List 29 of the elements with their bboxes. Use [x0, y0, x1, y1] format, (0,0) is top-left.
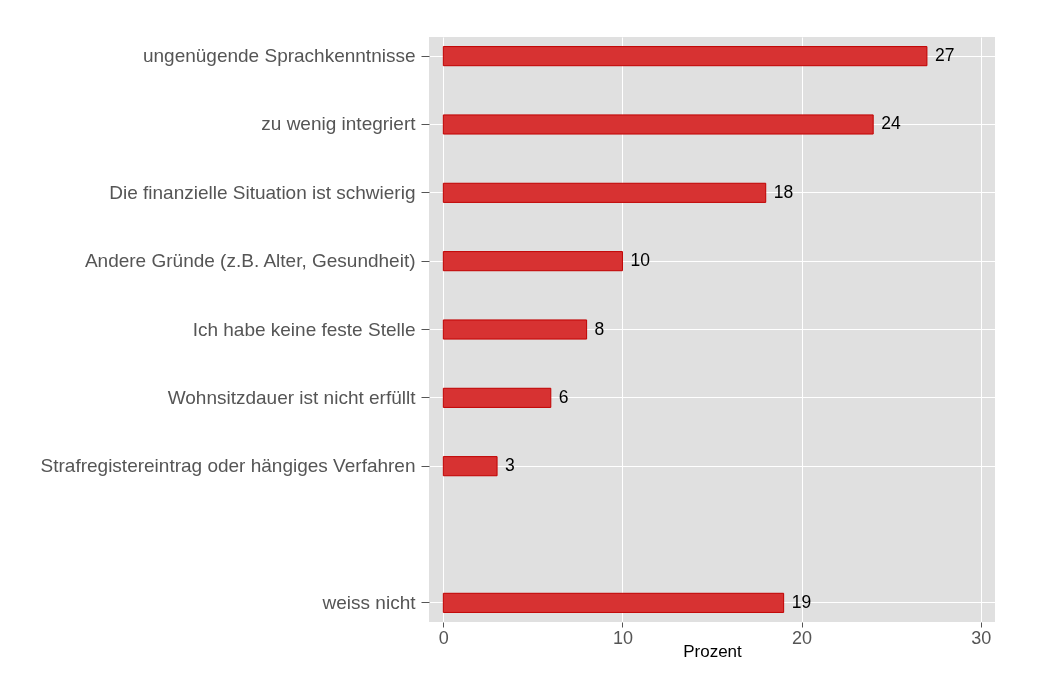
data-label: 24 — [881, 113, 901, 134]
y-tick-label: weiss nicht — [321, 591, 417, 613]
bar — [442, 114, 874, 135]
bar — [442, 182, 767, 203]
data-label: 8 — [594, 318, 605, 339]
bar — [442, 319, 588, 340]
y-tick-label: ungenügende Sprachkenntnisse — [142, 45, 416, 67]
data-label: 3 — [505, 455, 515, 476]
bar — [442, 592, 785, 613]
x-tick-label: 30 — [971, 627, 992, 648]
bar — [442, 456, 498, 477]
bar — [442, 387, 552, 408]
data-label: 6 — [558, 386, 569, 407]
data-label: 19 — [791, 591, 812, 612]
y-tick-label: zu wenig integriert — [261, 113, 417, 135]
y-tick-label: Wohnsitzdauer ist nicht erfüllt — [167, 386, 417, 408]
y-tick-label: Die finanzielle Situation ist schwierig — [109, 181, 416, 203]
bar — [442, 46, 928, 67]
x-tick-label: 0 — [438, 627, 449, 648]
x-tick-label: 20 — [792, 627, 813, 648]
data-label: 18 — [773, 181, 794, 202]
x-axis-title: Prozent — [683, 641, 743, 661]
y-tick-label: Ich habe keine feste Stelle — [192, 318, 416, 340]
y-tick-label: Andere Gründe (z.B. Alter, Gesundheit) — [84, 250, 416, 272]
y-tick-label: Strafregistereintrag oder hängiges Verfahren — [40, 455, 416, 477]
bar — [442, 251, 623, 272]
data-label: 27 — [934, 45, 955, 66]
data-label: 10 — [630, 250, 651, 271]
x-tick-label: 10 — [612, 627, 633, 648]
